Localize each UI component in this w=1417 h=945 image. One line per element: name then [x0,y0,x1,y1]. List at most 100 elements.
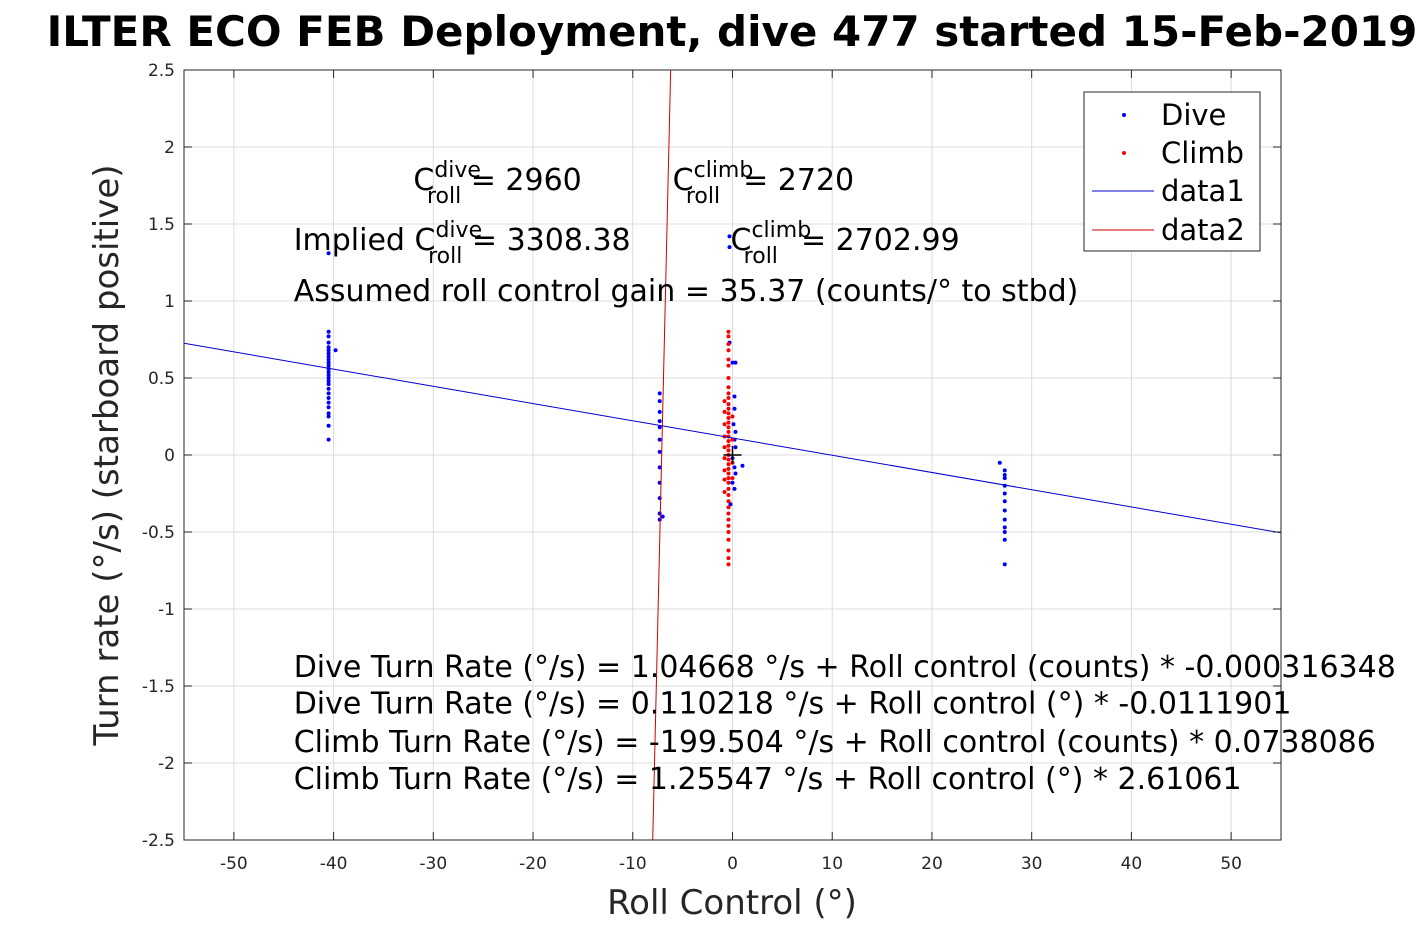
data-point-dive [1002,476,1007,481]
data-point-dive [731,422,736,427]
coefficient-annotation: Cclimb roll = 2720 [673,158,854,209]
y-tick-label: 2.5 [148,61,175,81]
data-point-dive [326,379,331,384]
y-axis-label: Turn rate (°/s) (starboard positive) [87,164,127,746]
data-point-dive [732,486,737,491]
data-point-dive [727,245,732,250]
x-axis-label: Roll Control (°) [607,883,857,923]
data-point-dive [657,409,662,414]
data-point-climb [726,420,731,425]
data-point-dive [733,471,738,476]
data-point-dive [1002,468,1007,473]
data-point-dive [326,354,331,359]
data-point-dive [1002,508,1007,513]
data-point-dive [657,449,662,454]
data-point-dive [326,411,331,416]
data-point-dive [1002,517,1007,522]
data-point-dive [997,460,1002,465]
x-tick-label: 20 [921,854,943,874]
data-point-dive [326,396,331,401]
data-point-climb [726,334,731,339]
x-tick-label: 50 [1220,854,1242,874]
data-point-dive [657,511,662,516]
x-tick-label: 30 [1021,854,1043,874]
data-point-dive [730,360,735,365]
data-point-climb [726,416,731,421]
y-tick-label: 0 [164,446,175,466]
data-point-climb [726,406,731,411]
data-point-dive [733,360,738,365]
y-tick-label: 2 [164,138,175,158]
data-point-climb [722,489,727,494]
data-point-climb [726,517,731,522]
data-point-climb [722,445,727,450]
y-tick-label: 1.5 [148,215,175,235]
data-point-climb [722,456,727,461]
data-point-dive [326,382,331,387]
y-tick-label: -1 [158,600,175,620]
data-point-dive [326,391,331,396]
data-point-dive [326,360,331,365]
series-line-data1 [184,342,1281,534]
x-tick-label: -40 [320,854,348,874]
data-point-dive [657,465,662,470]
axis-ticks: -50 -40 -30 -20 -10 0 10 20 30 40 50-2.5-2-1.5-1-0… [142,61,1281,874]
data-point-dive [326,329,331,334]
data-point-dive [732,406,737,411]
data-point-climb [726,493,731,498]
data-point-climb [722,422,727,427]
data-point-dive [1002,473,1007,478]
series-line-data2 [652,70,672,840]
data-point-climb [722,409,727,414]
data-point-climb [726,462,731,467]
data-point-climb [726,511,731,516]
y-tick-label: -2 [158,754,175,774]
data-point-dive [1002,491,1007,496]
data-point-climb [726,537,731,542]
data-point-dive [326,334,331,339]
data-point-dive [326,386,331,391]
data-point-dive [732,465,737,470]
data-point-dive [660,514,665,519]
data-point-climb [726,486,731,491]
data-point-climb [726,499,731,504]
data-point-climb [722,477,727,482]
data-point-climb [726,471,731,476]
data-point-climb [726,448,731,453]
data-point-climb [726,411,731,416]
coefficient-annotation: Cdive roll = 2960 [413,158,581,209]
data-point-dive [326,405,331,410]
data-point-dive [326,348,331,353]
data-point-climb [722,399,727,404]
x-tick-label: 0 [727,854,738,874]
data-point-dive [326,376,331,380]
data-point-dive [326,414,331,419]
data-point-climb [726,562,731,567]
data-point-climb [726,556,731,561]
data-point-climb [730,414,735,419]
data-point-dive [1002,525,1007,530]
data-point-dive [1002,562,1007,567]
legend-box [1083,91,1261,252]
data-point-dive [1002,530,1007,534]
x-tick-label: -20 [519,854,547,874]
data-point-climb [726,466,731,471]
data-point-dive [326,340,331,345]
data-point-dive [657,391,662,396]
data-point-climb [730,476,735,481]
data-point-climb [722,468,727,473]
coefficient-annotation: Cclimb roll = 2702.99 [731,218,960,269]
data-point-dive [326,423,331,428]
data-point-dive [326,372,331,377]
data-point-climb [726,480,731,485]
data-point-dive [657,399,662,404]
data-point-climb [726,439,731,444]
data-point-dive [326,357,331,362]
x-tick-label: -30 [419,854,447,874]
data-point-dive [326,351,331,356]
legend-climb-label: Climb [1161,136,1244,170]
chart-title: ILTER ECO FEB Deployment, dive 477 start… [47,7,1417,56]
data-point-dive [732,394,737,399]
data-point-dive [657,419,662,424]
x-tick-label: -50 [220,854,248,874]
